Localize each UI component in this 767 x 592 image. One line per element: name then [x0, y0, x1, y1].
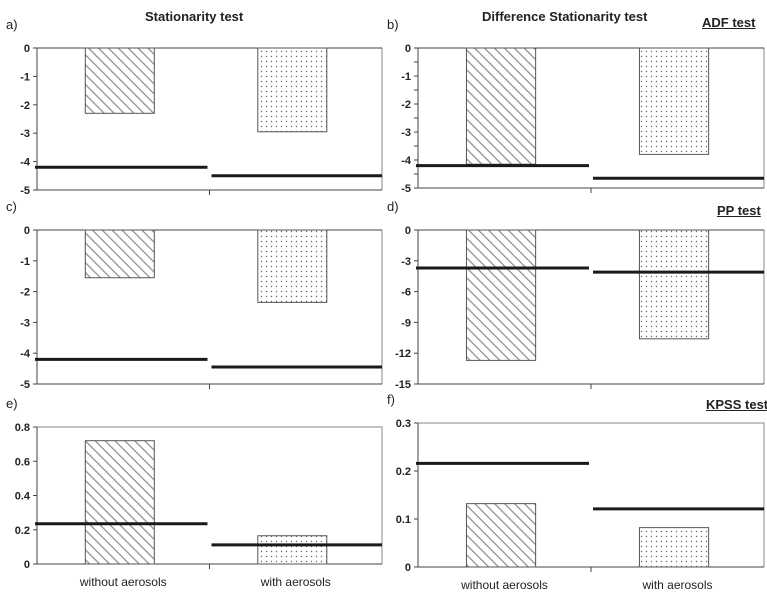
label-pp-test: PP test — [717, 203, 761, 218]
panel-a: a) 0 -1 -2 -3 -4 -5 — [6, 17, 383, 197]
panel-label: c) — [6, 199, 17, 214]
x-category-label: with aerosols — [641, 578, 712, 592]
y-tick-label: 0.2 — [396, 466, 411, 478]
y-tick-label: -4 — [401, 155, 412, 167]
heading-stationarity-test: Stationarity test — [145, 9, 244, 24]
y-tick-label: -5 — [401, 183, 411, 195]
y-tick-label: 0 — [405, 562, 411, 574]
y-tick-label: -6 — [401, 287, 411, 299]
label-kpss-test: KPSS test — [706, 397, 767, 412]
x-category-label: without aerosols — [79, 575, 167, 589]
panel-e: e) 0 0.2 0.4 0.6 0.8 without aerosols with aero… — [6, 396, 383, 589]
panel-f: f) 0 0.1 0.2 0.3 without aerosols with aerosol… — [387, 392, 765, 592]
panels-group: a)0-1-2-3-4-5b)0-1-2-3-4-5c)0-1-2-3-4-5d… — [6, 17, 765, 592]
plot-frame — [418, 422, 765, 567]
panel-b: b) 0 -1 -2 -3 -4 -5 — [387, 17, 765, 195]
bar-without-aerosols — [465, 229, 537, 361]
panel-c: c) 0 -1 -2 -3 -4 -5 — [6, 199, 383, 391]
plot-frame — [37, 426, 383, 564]
panel-label: a) — [6, 17, 18, 32]
y-tick-label: 0.6 — [15, 456, 30, 468]
heading-difference-stationarity-test: Difference Stationarity test — [482, 9, 648, 24]
y-tick-label: -9 — [401, 317, 411, 329]
y-tick-label: -3 — [20, 317, 30, 329]
y-tick-label: 0.8 — [15, 422, 30, 434]
bar-with-aerosols — [638, 229, 710, 340]
panel-label: d) — [387, 199, 399, 214]
bar-without-aerosols — [465, 47, 537, 165]
bar-without-aerosols — [465, 503, 537, 568]
y-tick-label: 0 — [24, 225, 30, 237]
bar-without-aerosols — [84, 440, 155, 565]
bar-without-aerosols — [84, 229, 155, 279]
y-tick-label: -2 — [20, 100, 30, 112]
y-tick-label: -1 — [20, 256, 30, 268]
y-tick-label: 0.3 — [396, 418, 411, 430]
y-tick-label: 0.4 — [15, 491, 31, 503]
panel-label: e) — [6, 396, 18, 411]
y-tick-label: 0 — [405, 43, 411, 55]
panel-label: f) — [387, 392, 395, 407]
panel-d: d) 0 -3 -6 -9 -12 -15 — [387, 199, 765, 391]
y-tick-label: 0 — [24, 43, 30, 55]
bar-with-aerosols — [257, 229, 328, 303]
x-category-label: without aerosols — [460, 578, 548, 592]
y-tick-label: 0.1 — [396, 514, 411, 526]
label-adf-test: ADF test — [702, 15, 756, 30]
y-tick-label: -15 — [395, 379, 411, 391]
bar-with-aerosols — [257, 535, 328, 565]
y-tick-label: 0 — [24, 559, 30, 571]
bar-with-aerosols — [257, 47, 328, 133]
y-tick-label: 0.2 — [15, 525, 30, 537]
y-tick-label: 0 — [405, 225, 411, 237]
y-tick-label: -1 — [20, 71, 30, 83]
panel-label: b) — [387, 17, 399, 32]
bar-with-aerosols — [638, 47, 710, 155]
bar-without-aerosols — [84, 47, 155, 114]
bar-with-aerosols — [638, 527, 710, 568]
y-tick-label: -3 — [20, 128, 30, 140]
y-tick-label: -12 — [395, 348, 411, 360]
y-tick-label: -5 — [20, 185, 30, 197]
y-tick-label: -2 — [401, 99, 411, 111]
y-tick-label: -3 — [401, 256, 411, 268]
y-tick-label: -5 — [20, 379, 30, 391]
y-tick-label: -1 — [401, 71, 411, 83]
y-tick-label: -4 — [20, 348, 31, 360]
x-category-label: with aerosols — [260, 575, 331, 589]
y-tick-label: -2 — [20, 287, 30, 299]
y-tick-label: -3 — [401, 127, 411, 139]
y-tick-label: -4 — [20, 157, 31, 169]
